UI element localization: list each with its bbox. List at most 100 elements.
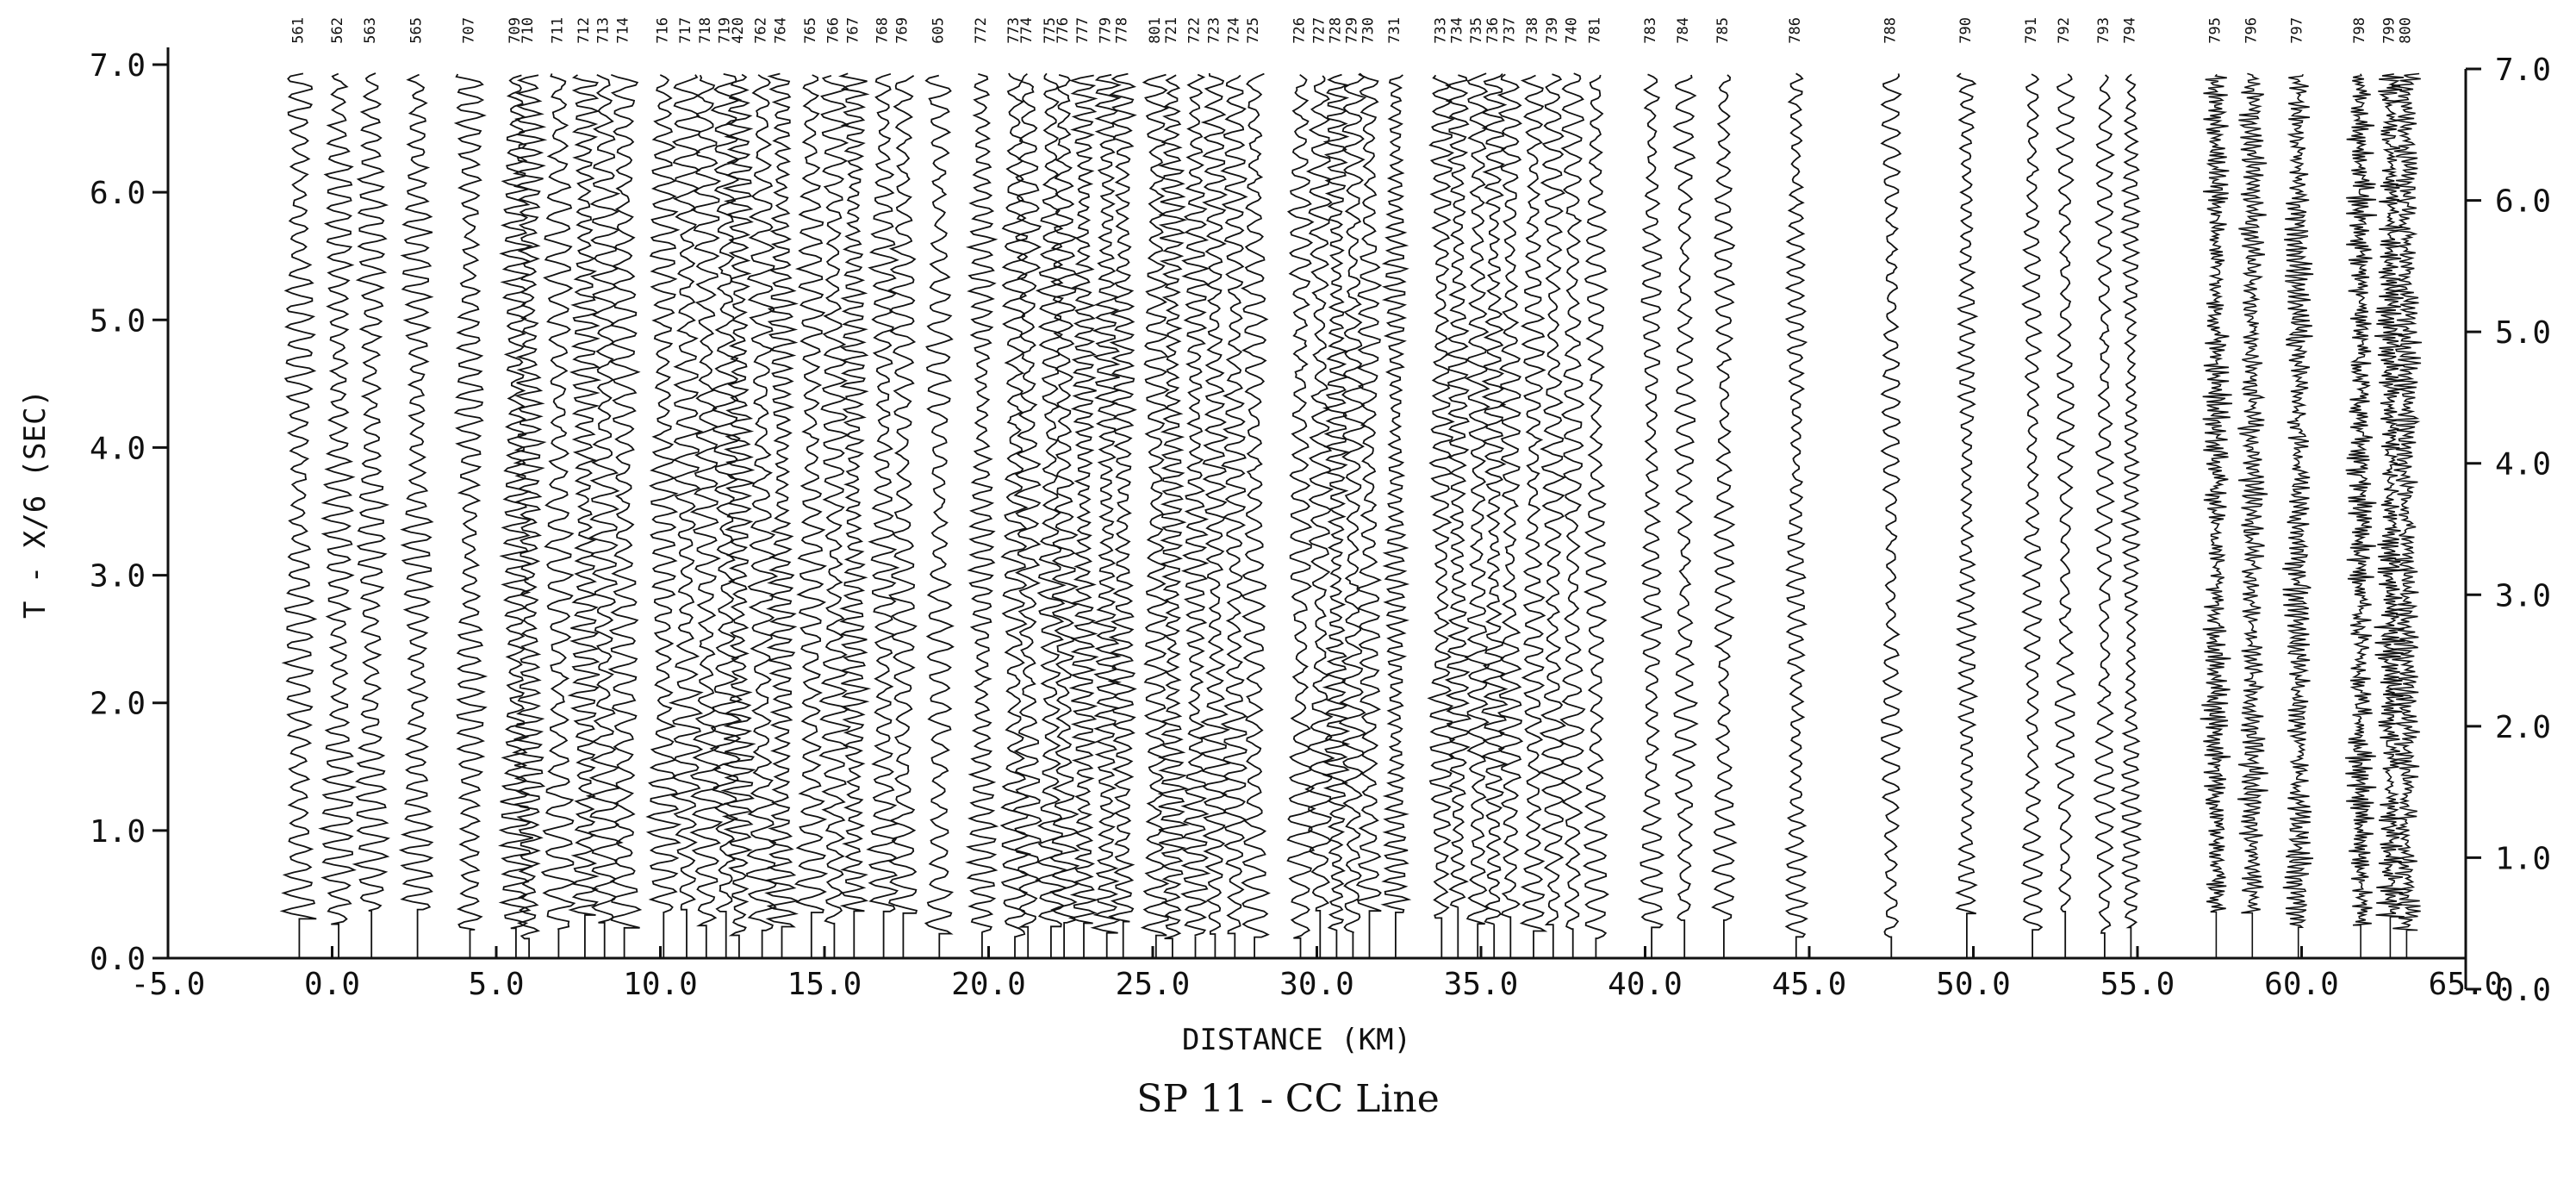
trace-label: 725: [1245, 17, 1262, 44]
seismic-trace: [2345, 73, 2378, 958]
right-y-tick-label: 6.0: [2495, 184, 2551, 220]
trace-label: 722: [1186, 17, 1204, 44]
trace-label: 799: [2380, 17, 2398, 44]
seismic-trace: [1496, 73, 1524, 958]
seismic-trace: [1241, 72, 1271, 958]
trace-label: 723: [1205, 17, 1223, 44]
x-tick-label: 30.0: [1279, 967, 1354, 1002]
right-y-tick-label: 2.0: [2495, 710, 2551, 745]
trace-label: 786: [1787, 17, 1804, 44]
trace-label: 735: [1468, 17, 1485, 44]
x-tick-label: -5.0: [131, 967, 206, 1002]
seismic-trace: [1067, 74, 1099, 958]
right-y-tick-label: 7.0: [2495, 53, 2551, 88]
trace-label: 420: [730, 17, 747, 44]
trace-label: 798: [2351, 17, 2368, 44]
trace-label: 710: [520, 17, 537, 44]
seismic-trace: [837, 72, 872, 958]
seismic-trace: [1711, 74, 1738, 958]
right-y-tick-label: 5.0: [2495, 315, 2551, 351]
seismic-trace: [1338, 73, 1367, 958]
x-tick-label: 60.0: [2264, 967, 2339, 1002]
trace-label: 774: [1018, 17, 1036, 44]
left-y-tick-label: 6.0: [90, 176, 146, 211]
seismic-trace: [1180, 73, 1211, 958]
trace-label: 739: [1544, 17, 1561, 44]
trace-label: 712: [576, 17, 593, 44]
seismic-trace: [2020, 73, 2044, 958]
trace-label: 563: [362, 17, 379, 44]
seismic-trace: [964, 73, 999, 958]
seismic-trace: [1519, 74, 1548, 958]
trace-label: 730: [1360, 17, 1377, 44]
x-tick-label: 10.0: [623, 967, 698, 1002]
seismic-trace: [2093, 74, 2116, 958]
x-tick-label: 50.0: [1936, 967, 2011, 1002]
seismic-trace: [2119, 73, 2143, 958]
trace-label: 788: [1882, 17, 1899, 44]
trace-label: 773: [1005, 17, 1023, 44]
trace-label: 719: [717, 17, 734, 44]
seismic-trace: [793, 74, 829, 958]
x-tick-label: 35.0: [1444, 967, 1519, 1002]
x-tick-label: 0.0: [304, 967, 360, 1002]
seismic-trace: [1090, 73, 1123, 958]
seismic-trace: [1035, 72, 1068, 958]
seismic-trace: [398, 73, 434, 958]
seismic-trace: [818, 74, 851, 958]
trace-label: 561: [289, 17, 307, 44]
seismic-trace: [1583, 74, 1609, 958]
seismic-trace: [1880, 73, 1904, 958]
x-tick-label: 15.0: [787, 967, 862, 1002]
seismic-trace: [1220, 74, 1248, 958]
x-tick-label: 65.0: [2429, 967, 2504, 1002]
seismic-trace: [764, 72, 800, 958]
seismic-trace: [1140, 73, 1170, 958]
trace-label: 736: [1484, 17, 1502, 44]
trace-label: 797: [2289, 17, 2306, 44]
seismic-trace: [668, 74, 704, 958]
trace-label: 772: [973, 17, 990, 44]
right-y-tick-label: 3.0: [2495, 578, 2551, 613]
trace-label: 724: [1225, 17, 1242, 44]
right-y-ticks: 0.0 1.0 2.0 3.0 4.0 5.0 6.0 7.0: [2466, 53, 2551, 1008]
trace-label: 784: [1675, 17, 1692, 44]
trace-label: 728: [1327, 17, 1344, 44]
left-y-tick-label: 3.0: [90, 559, 146, 595]
trace-label: 794: [2121, 17, 2138, 44]
trace-label: 729: [1343, 17, 1360, 44]
seismic-trace: [1538, 73, 1566, 958]
trace-label: 718: [697, 17, 714, 44]
trace-label: 716: [654, 17, 671, 44]
trace-label: 707: [461, 17, 478, 44]
trace-label: 796: [2243, 17, 2260, 44]
seismic-trace: [1427, 74, 1456, 958]
trace-label: 767: [844, 17, 862, 44]
left-y-tick-label: 7.0: [90, 48, 146, 84]
right-y-tick-label: 4.0: [2495, 447, 2551, 483]
trace-label: 781: [1586, 17, 1603, 44]
trace-label: 792: [2056, 17, 2073, 44]
trace-label: 800: [2397, 17, 2414, 44]
seismic-trace: [1107, 72, 1137, 958]
seismic-trace: [709, 73, 744, 958]
seismic-trace: [1049, 74, 1080, 958]
trace-label: 762: [753, 17, 770, 44]
figure-caption: SP 11 - CC Line: [1136, 1077, 1440, 1121]
left-y-ticks: 0.0 1.0 2.0 3.0 4.0 5.0 6.0 7.0: [90, 48, 168, 977]
seismic-trace: [2200, 73, 2233, 958]
seismic-trace: [645, 74, 682, 958]
trace-label: 791: [2023, 17, 2040, 44]
seismic-trace: [1304, 75, 1335, 958]
trace-label: 790: [1957, 17, 1975, 44]
seismic-trace: [2374, 73, 2406, 958]
seismic-trace: [1671, 74, 1699, 958]
seismic-trace: [720, 73, 756, 958]
trace-label: 713: [595, 17, 613, 44]
trace-label: 565: [408, 17, 426, 44]
trace-label: 562: [329, 17, 346, 44]
left-y-tick-label: 5.0: [90, 303, 146, 339]
trace-label: 769: [893, 17, 911, 44]
left-y-tick-label: 0.0: [90, 942, 146, 977]
trace-label: 737: [1501, 17, 1518, 44]
